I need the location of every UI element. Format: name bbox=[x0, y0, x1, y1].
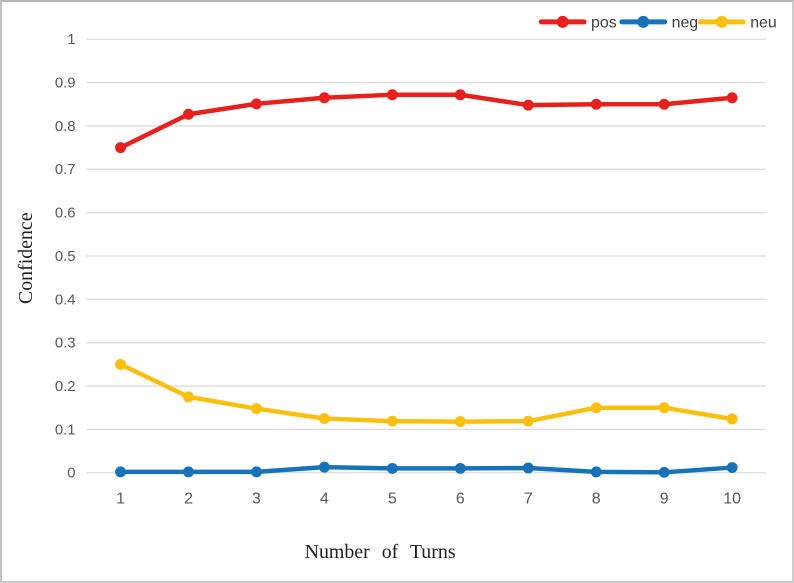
data-point-pos bbox=[386, 89, 398, 101]
y-tick-label: 0.1 bbox=[55, 422, 76, 438]
data-point-neu bbox=[726, 413, 738, 425]
y-tick-label: 1 bbox=[67, 32, 75, 48]
legend-label-neu: neu bbox=[750, 14, 777, 31]
x-axis-title: Number of Turns bbox=[305, 541, 456, 563]
data-point-neu bbox=[115, 358, 127, 370]
x-tick-label: 1 bbox=[116, 491, 125, 508]
data-point-pos bbox=[522, 99, 534, 111]
data-point-neg bbox=[318, 461, 330, 473]
data-point-neg bbox=[386, 462, 398, 474]
data-point-pos bbox=[183, 108, 194, 120]
data-point-neg bbox=[658, 466, 670, 478]
data-point-pos bbox=[658, 98, 670, 110]
y-tick-label: 0.6 bbox=[55, 206, 76, 222]
data-point-neu bbox=[522, 415, 534, 427]
y-tick-label: 0.2 bbox=[55, 379, 76, 395]
y-tick-label: 0.5 bbox=[55, 249, 76, 265]
x-tick-label: 9 bbox=[660, 491, 669, 508]
data-point-neu bbox=[183, 391, 194, 403]
x-tick-label: 3 bbox=[252, 491, 261, 508]
data-point-neg bbox=[183, 466, 194, 478]
data-point-neg bbox=[115, 466, 127, 478]
x-tick-label: 4 bbox=[320, 491, 329, 508]
legend-marker-neu bbox=[715, 15, 728, 28]
data-point-neg bbox=[590, 466, 602, 478]
data-point-neu bbox=[590, 402, 602, 414]
x-tick-label: 2 bbox=[184, 491, 193, 508]
data-point-pos bbox=[250, 98, 262, 110]
y-tick-label: 0 bbox=[67, 466, 75, 482]
legend-label-pos: pos bbox=[591, 14, 617, 31]
data-point-pos bbox=[318, 92, 330, 104]
y-axis-title: Confidence bbox=[15, 212, 37, 304]
y-tick-label: 0.8 bbox=[55, 119, 76, 135]
y-tick-label: 0.9 bbox=[55, 76, 76, 92]
legend-marker-pos bbox=[556, 15, 569, 28]
data-point-neg bbox=[250, 466, 262, 478]
data-point-neu bbox=[454, 416, 466, 428]
data-point-neg bbox=[454, 462, 466, 474]
data-point-pos bbox=[590, 98, 602, 110]
data-point-neg bbox=[522, 462, 534, 474]
y-tick-label: 0.7 bbox=[55, 162, 76, 178]
y-tick-label: 0.3 bbox=[55, 336, 76, 352]
x-tick-label: 8 bbox=[592, 491, 601, 508]
series-line-neg bbox=[118, 464, 735, 475]
data-point-neu bbox=[386, 415, 398, 427]
data-point-pos bbox=[726, 92, 738, 104]
series-line-neu bbox=[118, 362, 735, 424]
data-point-pos bbox=[454, 89, 466, 101]
data-point-neu bbox=[658, 402, 670, 414]
data-point-pos bbox=[115, 142, 127, 154]
x-tick-label: 7 bbox=[524, 491, 533, 508]
legend-marker-neg bbox=[637, 15, 650, 28]
x-tick-label: 10 bbox=[723, 491, 741, 508]
x-tick-label: 5 bbox=[388, 491, 397, 508]
data-point-neu bbox=[250, 403, 262, 415]
legend-label-neg: neg bbox=[672, 14, 699, 31]
data-point-neg bbox=[726, 462, 738, 474]
data-point-neu bbox=[318, 413, 330, 425]
series-line-pos bbox=[118, 92, 735, 150]
x-tick-label: 6 bbox=[456, 491, 465, 508]
y-tick-label: 0.4 bbox=[55, 292, 76, 308]
